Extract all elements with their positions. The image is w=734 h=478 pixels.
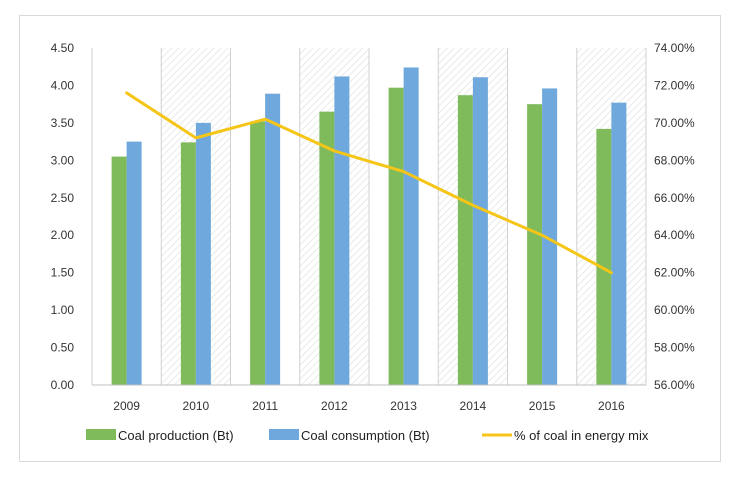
bar-consumption-2013 bbox=[403, 67, 419, 386]
y-left-tick-label: 2.50 bbox=[51, 191, 75, 205]
bar-production-2012 bbox=[319, 111, 335, 386]
x-tick-label-2012: 2012 bbox=[321, 399, 348, 413]
x-tick-label-2015: 2015 bbox=[529, 399, 556, 413]
x-tick-label-2011: 2011 bbox=[252, 399, 278, 413]
y-right-tick-label: 68.00% bbox=[654, 153, 695, 167]
x-tick-label-2013: 2013 bbox=[390, 399, 417, 413]
y-right-tick-label: 70.00% bbox=[654, 116, 695, 130]
y-left-tick-label: 4.50 bbox=[51, 41, 75, 55]
y-right-tick-label: 56.00% bbox=[654, 378, 695, 392]
legend-swatch-production bbox=[86, 429, 116, 440]
y-right-tick-label: 60.00% bbox=[654, 303, 695, 317]
y-left-tick-label: 1.00 bbox=[51, 303, 75, 317]
y-right-tick-label: 72.00% bbox=[654, 78, 695, 92]
bar-production-2013 bbox=[388, 87, 404, 386]
y-right-tick-label: 58.00% bbox=[654, 341, 695, 355]
line-series bbox=[125, 91, 613, 275]
bar-production-2015 bbox=[527, 104, 543, 386]
y-left-tick-label: 4.00 bbox=[51, 78, 75, 92]
bar-consumption-2014 bbox=[472, 77, 488, 385]
legend-swatch-consumption bbox=[269, 429, 299, 440]
bar-consumption-2015 bbox=[542, 88, 558, 385]
bar-consumption-2010 bbox=[195, 122, 211, 385]
bar-production-2011 bbox=[250, 121, 266, 385]
y-right-tick-label: 62.00% bbox=[654, 266, 695, 280]
x-tick-label-2010: 2010 bbox=[183, 399, 210, 413]
x-tick-label-2014: 2014 bbox=[460, 399, 487, 413]
y-left-tick-label: 0.00 bbox=[51, 378, 75, 392]
x-tick-label-2016: 2016 bbox=[598, 399, 625, 413]
y-right-tick-label: 66.00% bbox=[654, 191, 695, 205]
bar-consumption-2016 bbox=[611, 102, 627, 386]
y-left-tick-label: 3.00 bbox=[51, 153, 75, 167]
legend-label-consumption: Coal consumption (Bt) bbox=[301, 428, 430, 443]
bar-production-2016 bbox=[596, 128, 612, 385]
bar-production-2010 bbox=[180, 142, 196, 385]
y-right-tick-label: 64.00% bbox=[654, 228, 695, 242]
bar-consumption-2011 bbox=[265, 93, 281, 385]
x-tick-label-2009: 2009 bbox=[113, 399, 140, 413]
y-left-tick-label: 0.50 bbox=[51, 341, 75, 355]
legend-label-coal-share: % of coal in energy mix bbox=[514, 428, 649, 443]
y-left-tick-label: 1.50 bbox=[51, 266, 75, 280]
axes: 0.00 0.50 1.00 1.50 2.00 2.50 3.00 3.50 4.00 4.50… bbox=[51, 41, 695, 413]
y-left-tick-label: 2.00 bbox=[51, 228, 75, 242]
gridlines bbox=[91, 48, 647, 385]
y-right-tick-label: 74.00% bbox=[654, 41, 695, 55]
line-coal-share bbox=[125, 91, 613, 275]
bar-consumption-2009 bbox=[126, 141, 142, 385]
legend: Coal production (Bt) Coal consumption (Bt… bbox=[86, 428, 649, 443]
legend-label-production: Coal production (Bt) bbox=[118, 428, 234, 443]
bar-production-2014 bbox=[457, 95, 473, 386]
bar-consumption-2012 bbox=[334, 76, 350, 386]
bar-production-2009 bbox=[111, 156, 127, 385]
y-left-tick-label: 3.50 bbox=[51, 116, 75, 130]
